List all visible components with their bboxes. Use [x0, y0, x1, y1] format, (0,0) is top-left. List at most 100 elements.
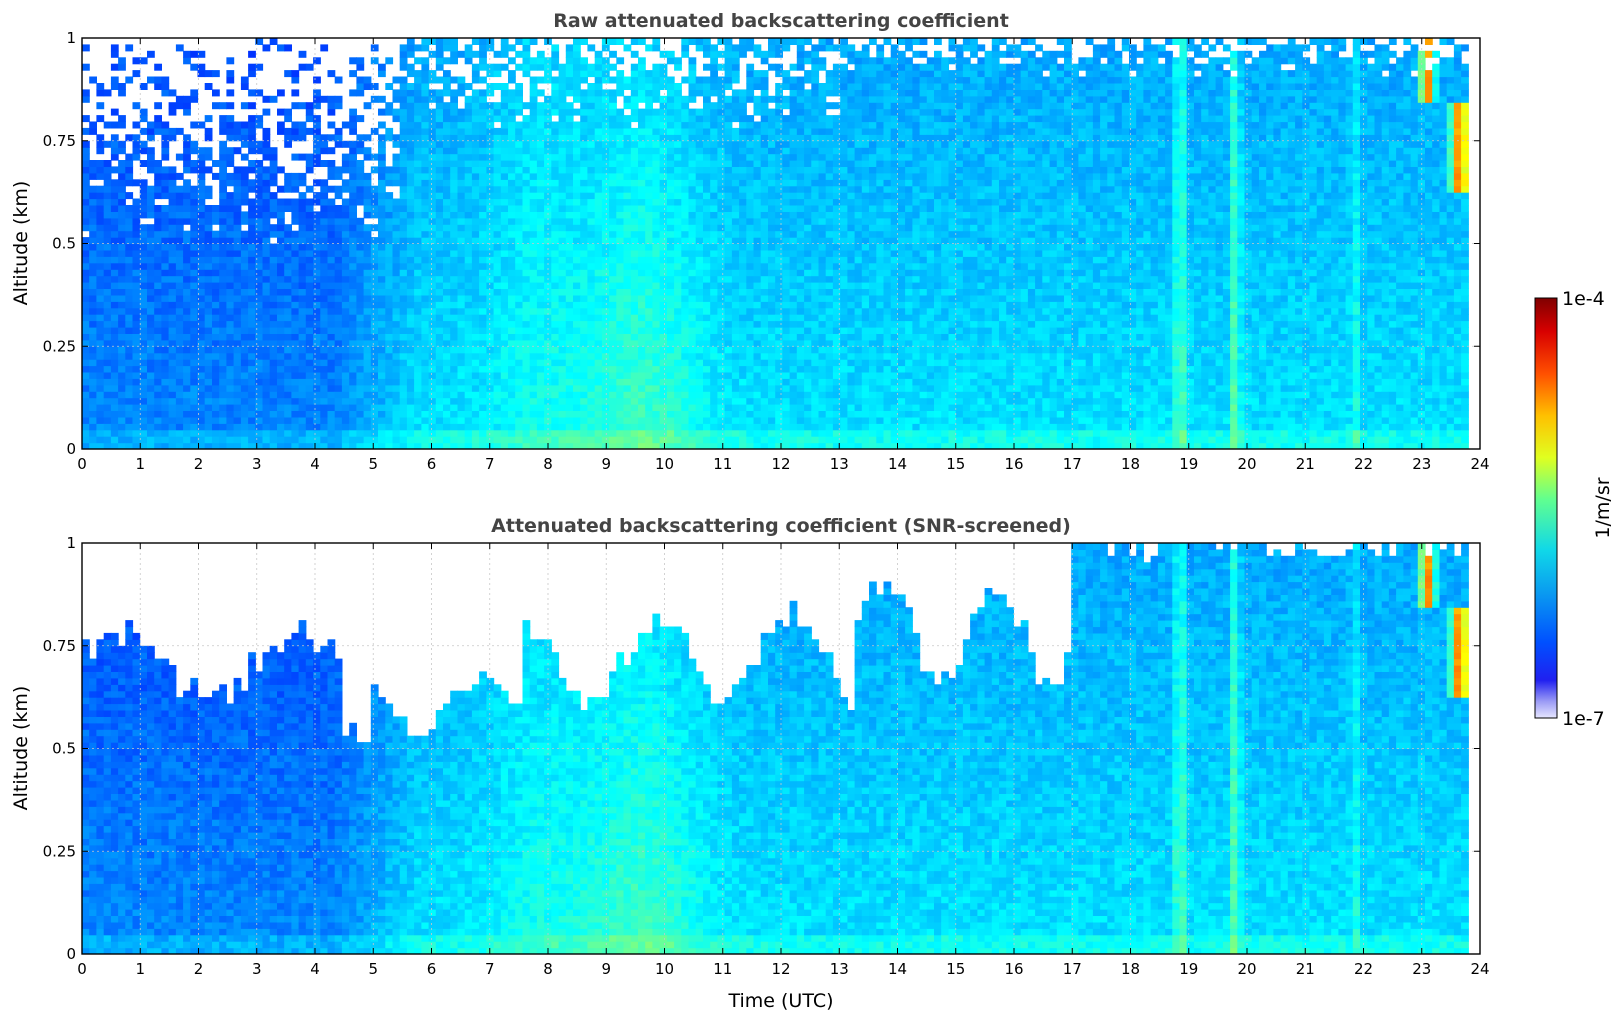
heatmap-cell — [587, 429, 596, 437]
heatmap-cell — [428, 416, 437, 424]
heatmap-cell — [334, 352, 343, 360]
heatmap-cell — [457, 134, 466, 142]
heatmap-cell — [219, 352, 227, 360]
heatmap-cell — [378, 301, 386, 309]
heatmap-cell — [587, 416, 596, 424]
heatmap-cell — [500, 423, 509, 431]
heatmap-cell — [349, 127, 357, 135]
heatmap-cell — [327, 275, 336, 283]
heatmap-cell — [233, 275, 242, 283]
heatmap-cell — [731, 275, 740, 283]
heatmap-cell — [638, 38, 646, 45]
heatmap-cell — [565, 57, 574, 65]
heatmap-cell — [233, 294, 242, 302]
heatmap-cell — [96, 275, 105, 283]
heatmap-cell — [370, 166, 379, 174]
heatmap-cell — [291, 288, 300, 296]
heatmap-cell — [471, 339, 480, 347]
heatmap-cell — [154, 282, 162, 289]
heatmap-cell — [406, 436, 415, 444]
heatmap-cell — [161, 423, 170, 431]
heatmap-cell — [695, 346, 704, 354]
heatmap-cell — [154, 307, 162, 315]
heatmap-cell — [277, 121, 285, 129]
heatmap-cell — [457, 89, 466, 97]
heatmap-cell — [161, 436, 170, 444]
heatmap-cell — [724, 423, 733, 431]
heatmap-cell — [565, 140, 574, 148]
heatmap-cell — [183, 416, 191, 424]
heatmap-cell — [450, 147, 458, 155]
heatmap-cell — [688, 89, 697, 97]
heatmap-cell — [118, 269, 126, 277]
heatmap-cell — [717, 269, 726, 277]
heatmap-cell — [305, 327, 314, 334]
heatmap-cell — [471, 346, 480, 354]
heatmap-cell — [428, 160, 437, 167]
heatmap-cell — [544, 416, 552, 424]
heatmap-cell — [219, 192, 227, 200]
heatmap-cell — [638, 76, 646, 84]
heatmap-cell — [291, 371, 300, 379]
heatmap-cell — [378, 121, 386, 129]
heatmap-cell — [493, 160, 502, 167]
heatmap-cell — [616, 378, 625, 386]
heatmap-cell — [645, 429, 653, 437]
heatmap-cell — [486, 346, 495, 354]
heatmap-cell — [327, 185, 336, 193]
heatmap-cell — [580, 230, 588, 238]
heatmap-cell — [226, 217, 235, 225]
heatmap-cell — [414, 127, 422, 135]
heatmap-cell — [659, 237, 668, 245]
heatmap-cell — [139, 384, 148, 392]
heatmap-cell — [717, 333, 726, 341]
heatmap-cell — [89, 410, 97, 418]
heatmap-cell — [132, 121, 141, 129]
heatmap-cell — [204, 307, 213, 315]
heatmap-cell — [616, 192, 625, 200]
heatmap-cell — [609, 211, 617, 219]
heatmap-cell — [616, 262, 625, 270]
heatmap-cell — [652, 166, 661, 174]
heatmap-cell — [529, 404, 538, 411]
heatmap-cell — [493, 140, 502, 148]
heatmap-cell — [486, 140, 495, 148]
heatmap-cell — [349, 262, 357, 270]
heatmap-cell — [609, 397, 617, 405]
heatmap-cell — [349, 224, 357, 232]
heatmap-cell — [659, 115, 668, 123]
heatmap-cell — [573, 160, 581, 167]
heatmap-cell — [291, 365, 300, 373]
heatmap-cell — [255, 416, 264, 424]
heatmap-cell — [334, 436, 343, 444]
heatmap-cell — [190, 391, 199, 399]
heatmap-cell — [168, 359, 177, 367]
heatmap-cell — [544, 198, 552, 206]
heatmap-cell — [688, 416, 697, 424]
heatmap-cell — [443, 160, 451, 167]
heatmap-cell — [659, 185, 668, 193]
heatmap-cell — [695, 153, 704, 161]
heatmap-cell — [486, 288, 495, 296]
heatmap-cell — [392, 89, 401, 97]
heatmap-cell — [601, 63, 610, 71]
heatmap-cell — [710, 217, 718, 225]
heatmap-cell — [110, 179, 119, 187]
heatmap-cell — [175, 307, 184, 315]
heatmap-cell — [139, 243, 148, 251]
heatmap-cell — [565, 70, 574, 78]
heatmap-cell — [154, 192, 162, 200]
heatmap-cell — [573, 70, 581, 78]
heatmap-cell — [703, 365, 711, 373]
heatmap-cell — [630, 243, 639, 251]
heatmap-cell — [132, 320, 141, 328]
heatmap-cell — [479, 365, 487, 373]
heatmap-cell — [703, 172, 711, 180]
heatmap-cell — [262, 172, 271, 180]
heatmap-cell — [544, 243, 552, 251]
heatmap-cell — [565, 442, 574, 449]
heatmap-cell — [435, 140, 444, 148]
heatmap-cell — [645, 436, 653, 444]
heatmap-cell — [118, 314, 126, 322]
heatmap-cell — [421, 256, 430, 264]
